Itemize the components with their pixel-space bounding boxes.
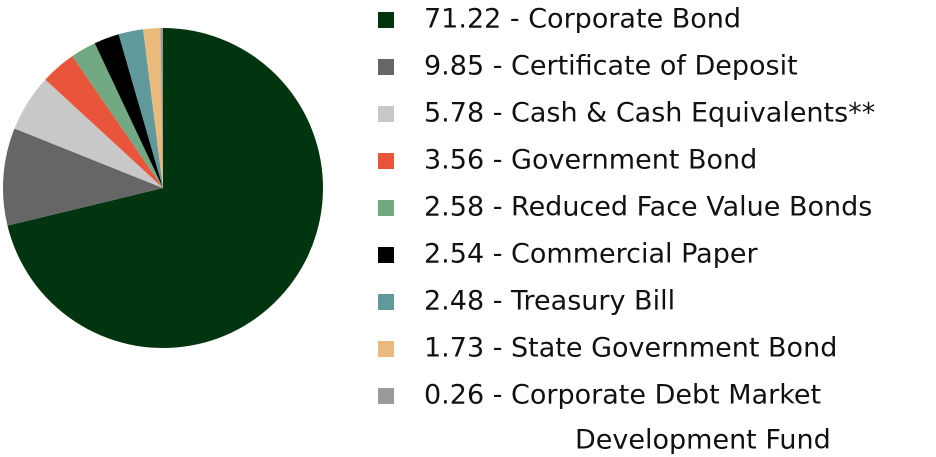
legend-swatch — [378, 59, 394, 75]
legend-swatch — [378, 200, 394, 216]
legend-label: 3.56 - Government Bond — [424, 145, 757, 176]
legend-label: 5.78 - Cash & Cash Equivalents** — [424, 98, 875, 129]
legend-label: Development Fund — [575, 425, 831, 456]
legend-swatch — [378, 12, 394, 28]
legend-label: 0.26 - Corporate Debt Market — [424, 380, 821, 411]
pie-slice — [160, 28, 163, 188]
pie-slice — [94, 34, 163, 189]
legend-label: 2.58 - Reduced Face Value Bonds — [424, 192, 872, 223]
legend-label: 9.85 - Certificate of Deposit — [424, 51, 798, 82]
pie-slice — [2, 128, 163, 226]
legend-swatch — [378, 388, 394, 404]
legend-swatch — [378, 153, 394, 169]
legend-swatch — [378, 294, 394, 310]
legend-swatch — [378, 247, 394, 263]
pie-slice — [72, 43, 163, 188]
legend-label: 2.54 - Commercial Paper — [424, 239, 758, 270]
legend-swatch — [378, 106, 394, 122]
pie-slice — [14, 79, 163, 188]
pie-slice — [7, 28, 324, 348]
legend-label: 1.73 - State Government Bond — [424, 333, 837, 364]
legend-label: 2.48 - Treasury Bill — [424, 286, 675, 317]
pie-slice — [45, 56, 163, 189]
pie-slice — [143, 28, 163, 189]
legend-swatch — [378, 341, 394, 357]
legend-label: 71.22 - Corporate Bond — [424, 4, 741, 35]
pie-slice — [118, 29, 163, 188]
